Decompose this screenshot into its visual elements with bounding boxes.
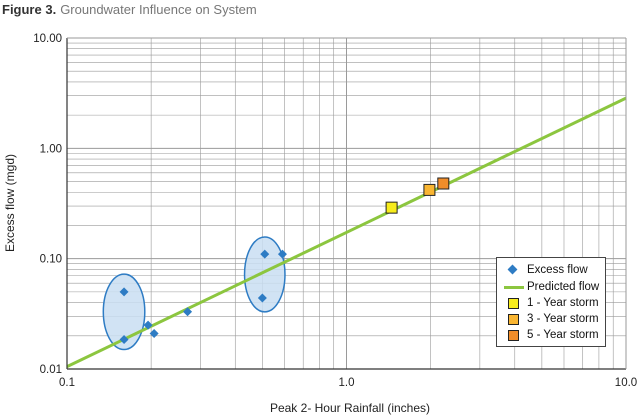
x-tick-label: 1.0 (339, 377, 355, 389)
legend-label: 3 - Year storm (527, 312, 599, 325)
legend-item-excess-flow: Excess flow (503, 262, 588, 277)
predicted-flow-line-group (66, 96, 627, 369)
legend-item-1-year-storm: 1 - Year storm (503, 295, 599, 310)
legend-label: Excess flow (527, 263, 588, 276)
legend-item-5-year-storm: 5 - Year storm (503, 327, 599, 342)
x-axis-label: Peak 2- Hour Rainfall (inches) (269, 401, 431, 415)
excess-flow-point (149, 328, 159, 338)
legend: Excess flow Predicted flow 1 - Year stor… (496, 257, 606, 347)
diamond-marker-icon (503, 263, 527, 277)
legend-label: 1 - Year storm (527, 296, 599, 309)
legend-item-3-year-storm: 3 - Year storm (503, 311, 599, 326)
x-tick-label: 0.1 (59, 377, 75, 389)
y-tick-label: 1.00 (40, 143, 62, 155)
y-axis-label: Excess flow (mgd) (3, 153, 17, 253)
grid-lines (66, 38, 626, 370)
storm-point (423, 183, 436, 196)
legend-label: 5 - Year storm (527, 328, 599, 341)
figure-caption: Groundwater Influence on System (60, 2, 257, 17)
legend-label: Predicted flow (527, 280, 600, 293)
legend-item-predicted-flow: Predicted flow (503, 279, 599, 294)
axes: 0.1 1.0 10.0 0.01 0.10 1.00 10.00 (33, 33, 637, 389)
highlight-ellipses (102, 236, 286, 351)
y-tick-label: 0.10 (40, 254, 62, 266)
storm-point (437, 177, 450, 190)
data-points (119, 177, 450, 345)
predicted-flow-line (66, 96, 627, 369)
excess-flow-point (277, 249, 287, 259)
figure-number: Figure 3. (2, 2, 57, 17)
storm-point (385, 201, 398, 214)
figure-title: Figure 3. Groundwater Influence on System (2, 2, 257, 17)
excess-flow-point (260, 249, 270, 259)
excess-flow-point (119, 335, 129, 345)
line-marker-icon (503, 280, 527, 294)
square-marker-icon (503, 312, 527, 326)
y-tick-label: 10.00 (33, 33, 62, 45)
excess-flow-point (183, 307, 193, 317)
excess-flow-point (119, 287, 129, 297)
excess-flow-point (143, 320, 153, 330)
highlight-ellipse (243, 236, 286, 313)
square-marker-icon (503, 296, 527, 310)
excess-flow-point (257, 293, 267, 303)
x-tick-label: 10.0 (615, 377, 637, 389)
highlight-ellipse (102, 273, 146, 351)
square-marker-icon (503, 328, 527, 342)
y-tick-label: 0.01 (40, 364, 62, 376)
